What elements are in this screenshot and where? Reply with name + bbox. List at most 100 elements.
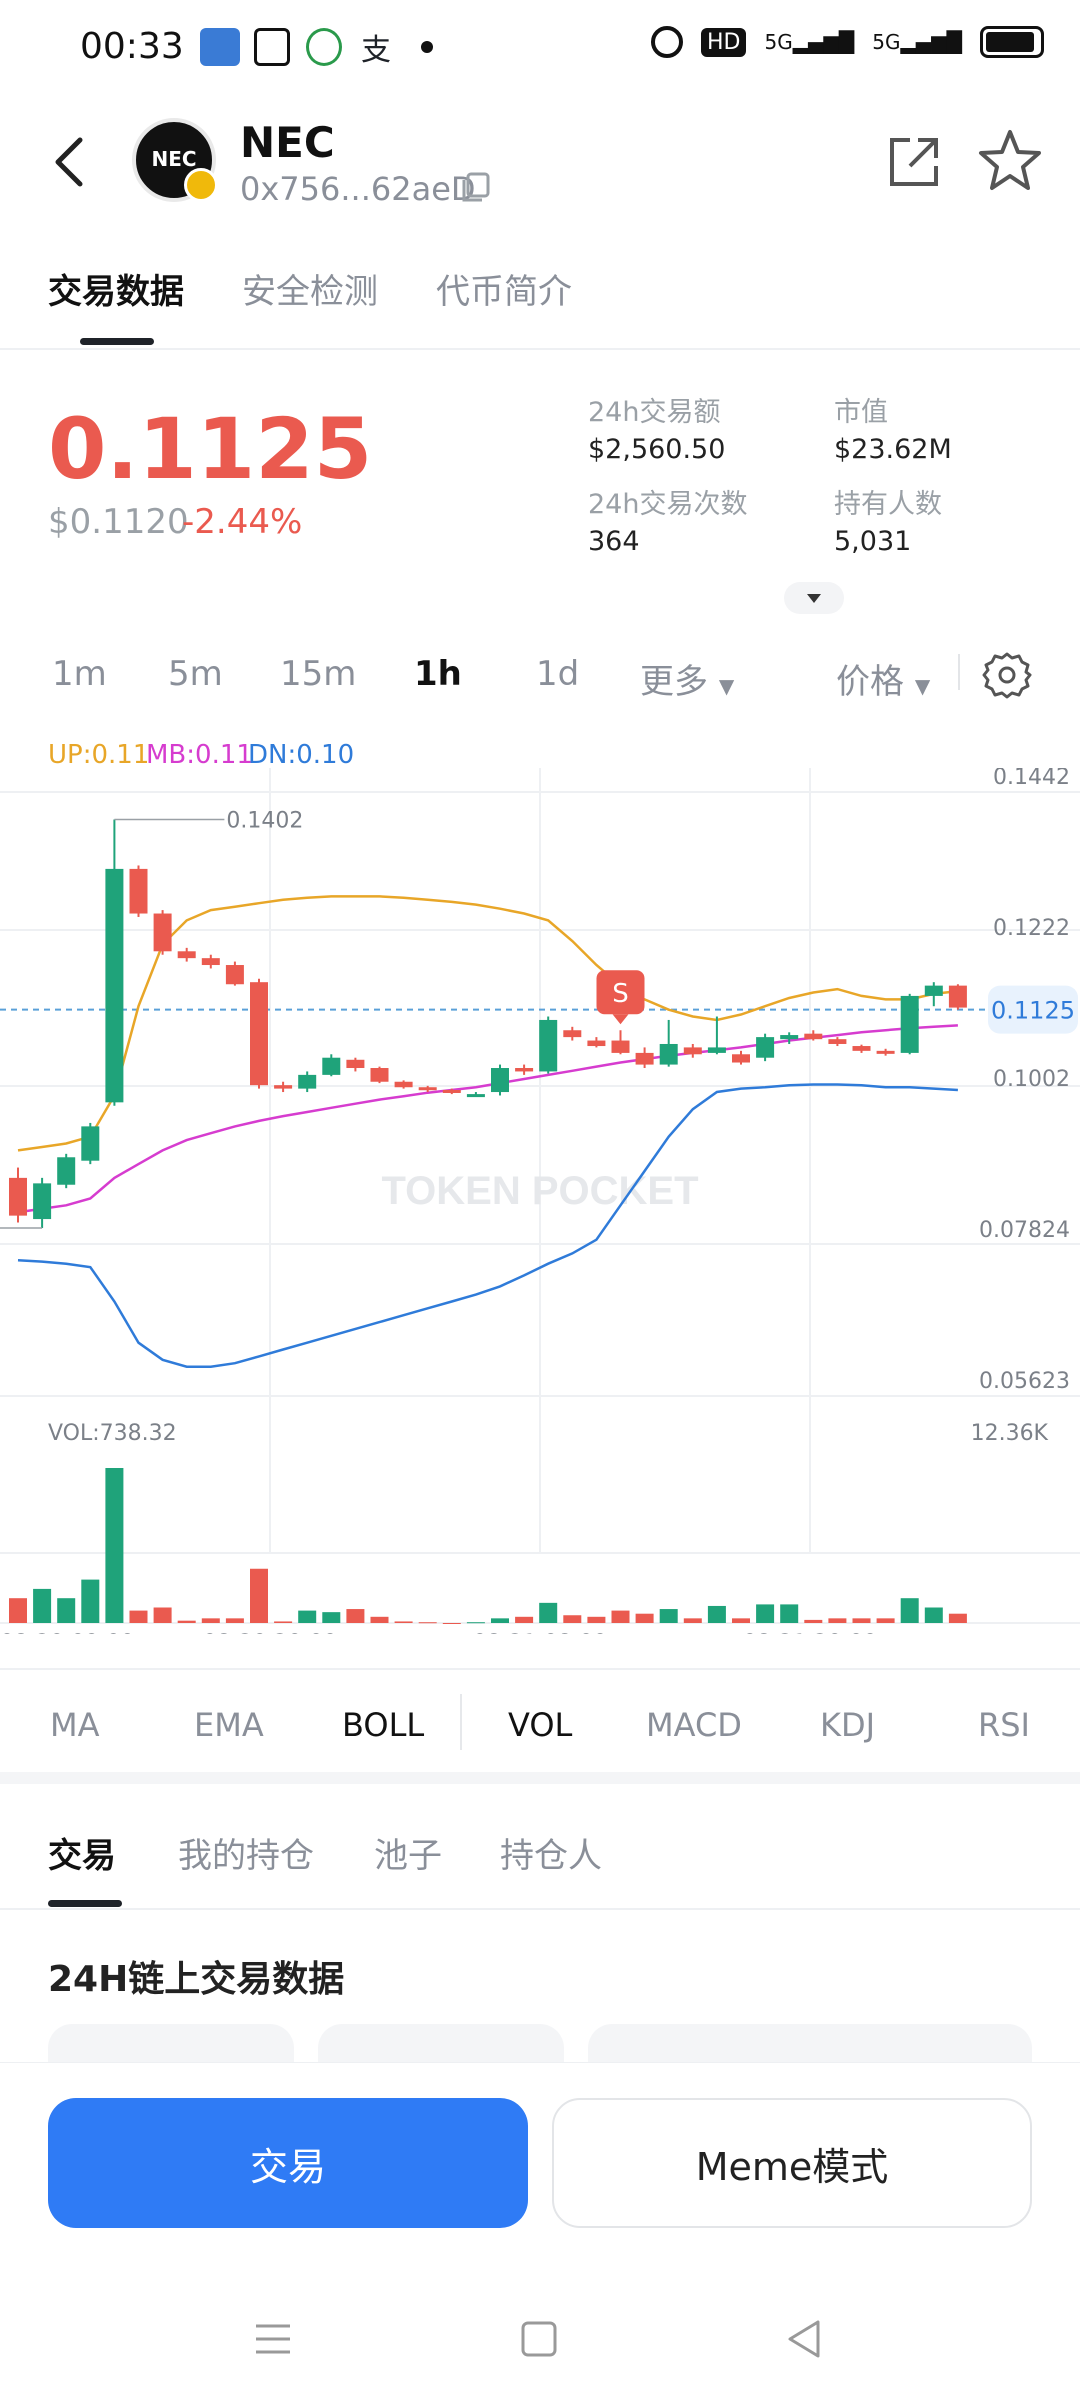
candle-body <box>780 1035 799 1040</box>
candle-body <box>129 868 148 914</box>
volume-bar <box>346 1609 365 1623</box>
boll-mid-line <box>17 1024 958 1214</box>
boll-legend-dn: DN:0.10 <box>248 740 355 770</box>
settings-gear-icon[interactable] <box>982 650 1032 700</box>
nav-menu-icon[interactable] <box>250 2316 296 2362</box>
tab-token-intro[interactable]: 代币简介 <box>436 272 572 312</box>
stat-value-holders: 5,031 <box>834 526 912 557</box>
y-axis-label: 0.05623 <box>979 1369 1070 1394</box>
price-chart[interactable]: TOKEN POCKET 0.14420.12220.10020.078240.… <box>0 768 1080 1634</box>
indicator-rsi[interactable]: RSI <box>978 1706 1030 1744</box>
usd-price: $0.1120 <box>48 502 189 542</box>
status-time: 00:33 <box>80 26 184 67</box>
caret-down-icon: ▼ <box>718 674 735 698</box>
candle-body <box>804 1033 823 1040</box>
boll-legend-up: UP:0.11 <box>48 740 150 770</box>
volume-bars <box>9 1468 967 1624</box>
indicator-macd[interactable]: MACD <box>646 1706 742 1744</box>
volume-bar <box>153 1607 172 1623</box>
subtab-underline <box>48 1900 122 1907</box>
divider <box>958 654 960 690</box>
share-icon[interactable] <box>886 134 942 190</box>
sell-marker-pointer <box>612 1014 629 1025</box>
token-pocket-watermark: TOKEN POCKET <box>381 1169 698 1213</box>
leaf-app-icon <box>306 28 342 66</box>
candle-body <box>828 1039 847 1044</box>
candle-body <box>659 1043 678 1065</box>
status-right: HD 5G▂▄▆█ 5G▂▄▆█ <box>650 26 1044 58</box>
candle-body <box>322 1057 341 1075</box>
caret-down-icon: ▼ <box>914 674 931 698</box>
boll-lower-line <box>17 1083 958 1368</box>
candle-body <box>418 1087 437 1091</box>
candle-body <box>394 1081 413 1088</box>
candle-body <box>611 1040 630 1053</box>
stat-value-txns: 364 <box>588 526 640 557</box>
volume-bar <box>539 1602 558 1623</box>
candle-body <box>852 1046 871 1051</box>
battery-icon <box>980 26 1044 58</box>
volume-bar <box>563 1615 582 1623</box>
stat-card <box>48 2024 294 2064</box>
volume-bar <box>105 1468 124 1623</box>
indicator-boll[interactable]: BOLL <box>342 1706 425 1744</box>
stat-card <box>318 2024 564 2064</box>
candle-body <box>225 965 244 985</box>
copy-icon[interactable] <box>458 170 492 204</box>
candle-body <box>948 985 967 1008</box>
nav-home-icon[interactable] <box>516 2316 562 2362</box>
candle-body <box>732 1054 750 1063</box>
mail-icon <box>254 28 290 66</box>
volume-bar <box>274 1621 293 1623</box>
section-gap <box>0 1772 1080 1784</box>
interval-1d[interactable]: 1d <box>536 654 580 694</box>
subtab-my-position[interactable]: 我的持仓 <box>178 1836 314 1876</box>
candle-body <box>924 985 943 996</box>
candle-body <box>539 1019 558 1072</box>
volume-bar <box>57 1598 76 1623</box>
x-axis-label: 08-20 20:00 <box>203 1631 337 1634</box>
tab-security-check[interactable]: 安全检测 <box>242 272 378 312</box>
current-price-pill <box>988 985 1078 1034</box>
interval-1h[interactable]: 1h <box>414 654 462 694</box>
signal-5g-icon: 5G▂▄▆█ <box>764 30 855 54</box>
expand-stats-button[interactable] <box>784 582 844 614</box>
divider <box>0 1668 1080 1670</box>
meme-mode-button[interactable]: Meme模式 <box>552 2098 1032 2228</box>
sell-marker-label: S <box>612 979 629 1009</box>
y-axis-label: 0.1222 <box>993 916 1070 941</box>
interval-5m[interactable]: 5m <box>168 654 223 694</box>
stat-label-volume: 24h交易额 <box>588 397 721 428</box>
alarm-icon <box>650 26 683 58</box>
subtab-holders[interactable]: 持仓人 <box>500 1836 602 1876</box>
indicator-ema[interactable]: EMA <box>194 1706 264 1744</box>
nav-back-icon[interactable] <box>782 2316 828 2362</box>
volume-bar <box>948 1613 967 1623</box>
candle-body <box>587 1040 606 1047</box>
candle-body <box>153 913 172 952</box>
indicator-vol[interactable]: VOL <box>508 1706 573 1744</box>
candle-body <box>177 951 196 959</box>
volume-bar <box>515 1616 534 1623</box>
candle-body <box>201 958 220 966</box>
indicator-ma[interactable]: MA <box>50 1706 100 1744</box>
subtab-pools[interactable]: 池子 <box>374 1836 442 1876</box>
interval-15m[interactable]: 15m <box>280 654 357 694</box>
volume-bar <box>900 1598 919 1623</box>
back-arrow-icon[interactable] <box>44 132 96 192</box>
volume-bar <box>804 1619 823 1623</box>
candle-body <box>81 1126 100 1161</box>
price-type-dropdown[interactable]: 价格 ▼ <box>836 662 931 702</box>
interval-more[interactable]: 更多 ▼ <box>640 662 735 702</box>
indicator-kdj[interactable]: KDJ <box>820 1706 876 1744</box>
interval-1m[interactable]: 1m <box>52 654 107 694</box>
subtab-trades[interactable]: 交易 <box>48 1836 116 1876</box>
tab-trade-data[interactable]: 交易数据 <box>48 272 184 312</box>
candle-body <box>900 995 919 1053</box>
volume-bar <box>852 1618 871 1623</box>
trade-button[interactable]: 交易 <box>48 2098 528 2228</box>
candle-body <box>274 1085 293 1089</box>
favorite-star-icon[interactable] <box>978 128 1042 192</box>
candle-body <box>756 1037 775 1058</box>
dot-icon <box>420 28 434 66</box>
